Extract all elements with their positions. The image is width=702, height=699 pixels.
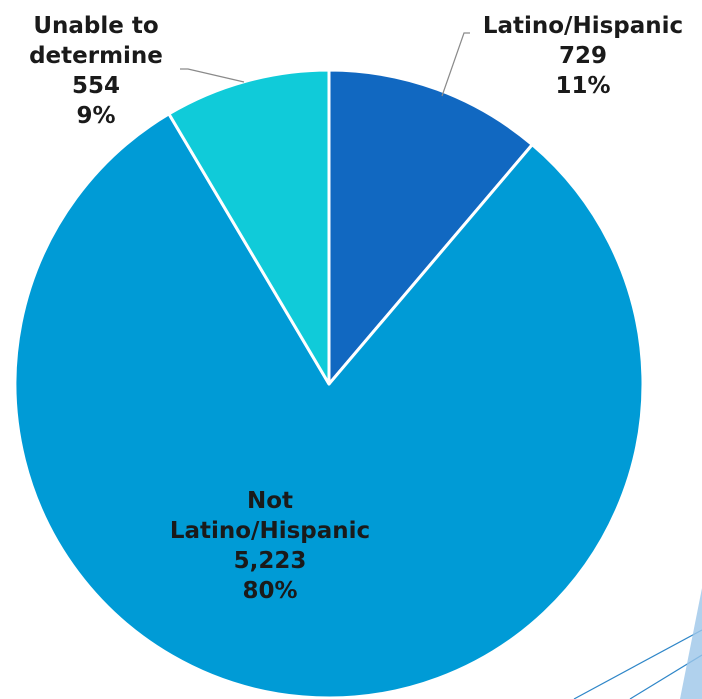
slice-label: 9% (76, 103, 115, 129)
slice-label: Latino/Hispanic (170, 518, 370, 544)
slice-label: Unable to (33, 13, 158, 39)
slice-label: 5,223 (234, 548, 307, 574)
decor-shape (680, 588, 702, 699)
pie-slice (13, 112, 645, 699)
leader-line (180, 68, 245, 83)
slice-label: Not (247, 488, 293, 514)
slice-label: 11% (555, 73, 610, 99)
slice-label: 729 (559, 43, 607, 69)
pie-slice (167, 68, 331, 386)
pie-slice (327, 68, 534, 386)
leader-line (441, 32, 470, 97)
slice-label: Latino/Hispanic (483, 13, 683, 39)
decor-line (573, 629, 702, 699)
slice-label: 554 (72, 73, 120, 99)
slice-label: 80% (242, 578, 297, 604)
slice-label: determine (29, 43, 163, 69)
